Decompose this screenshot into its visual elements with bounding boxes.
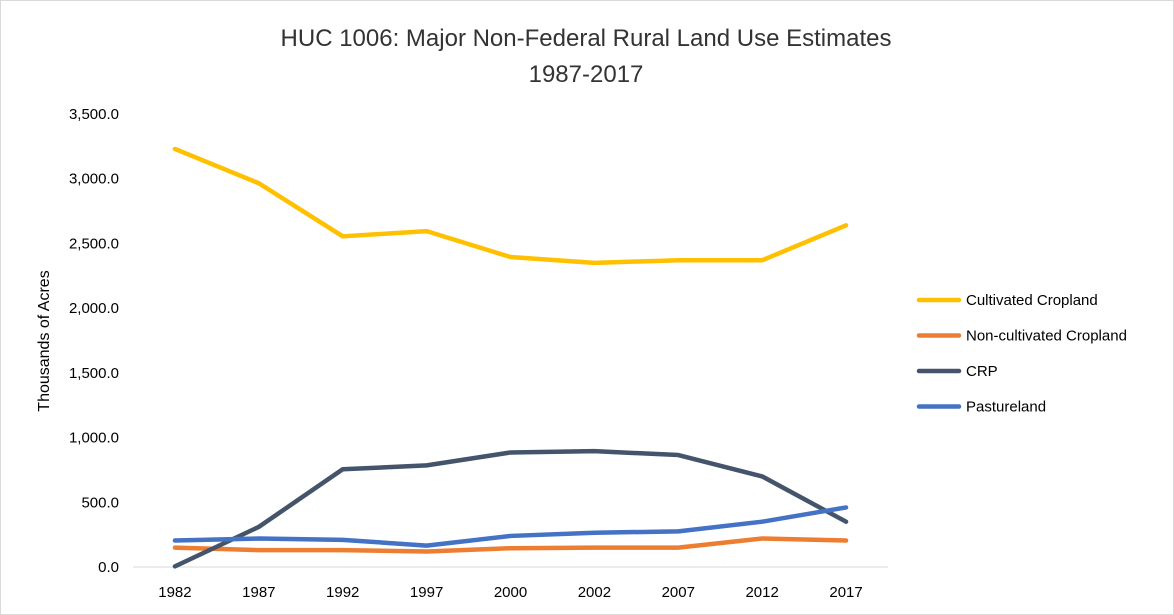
x-tick-label: 1997 [410,584,443,601]
y-tick-label: 2,500.0 [69,235,119,252]
x-tick-label: 1992 [326,584,359,601]
y-tick-labels: 0.0 500.0 1,000.0 1,500.0 2,000.0 2,500.0 3,00… [69,106,119,576]
y-tick-label: 3,500.0 [69,106,119,123]
y-tick-label: 1,500.0 [69,365,119,382]
x-tick-label: 2000 [494,584,527,601]
chart-title-line2: 1987-2017 [529,61,644,88]
series-lines [172,146,849,569]
x-tick-label: 2012 [745,584,778,601]
series-line-cultivated-cropland [172,146,849,266]
y-tick-label: 1,000.0 [69,430,119,447]
chart-title-line1: HUC 1006: Major Non-Federal Rural Land U… [281,25,892,52]
x-tick-label: 2017 [829,584,862,601]
x-tick-label: 1982 [158,584,191,601]
legend-label: Non-cultivated Cropland [966,328,1127,345]
y-tick-label: 2,000.0 [69,300,119,317]
x-tick-label: 2007 [662,584,695,601]
x-tick-labels: 1982 1987 1992 1997 2000 2002 2007 2012 2017 [158,584,862,601]
y-tick-label: 3,000.0 [69,171,119,188]
legend-label: Cultivated Cropland [966,292,1098,309]
legend: Cultivated Cropland Non-cultivated Cropla… [916,292,1127,416]
y-tick-label: 0.0 [98,559,119,576]
y-tick-label: 500.0 [81,494,119,511]
y-axis-title: Thousands of Acres [36,270,53,411]
x-tick-label: 1987 [242,584,275,601]
legend-label: CRP [966,363,998,380]
legend-label: Pastureland [966,399,1046,416]
x-tick-label: 2002 [578,584,611,601]
